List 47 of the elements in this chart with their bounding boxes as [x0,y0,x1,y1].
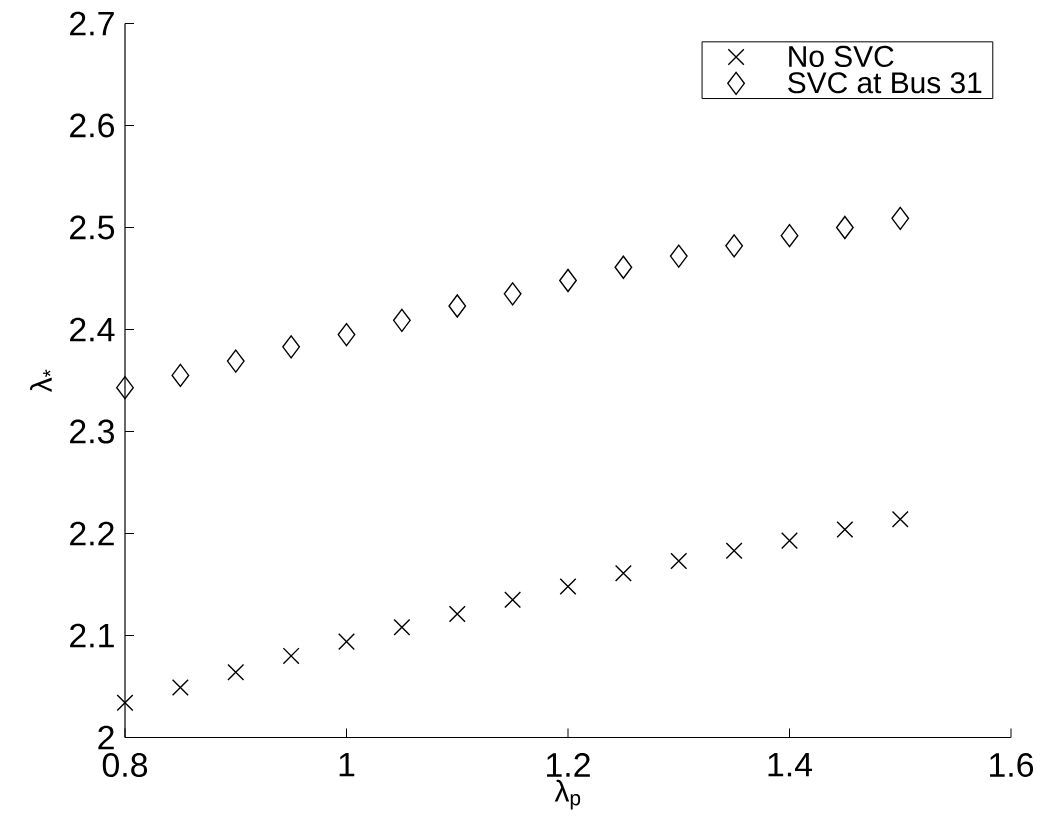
point [226,349,245,373]
point [669,244,688,268]
point [780,223,799,248]
x-tick-label: 1.6 [990,753,1034,777]
x-tick-label: 1.2 [547,753,590,777]
y-tick-label: 2.7 [70,11,114,36]
point [338,633,355,651]
point [448,294,467,318]
point [393,618,411,636]
y-tick-label: 2.3 [70,419,114,444]
x-axis-title: λ$_{p}$ [554,779,581,810]
point [227,663,245,681]
point [614,255,633,279]
point [835,215,854,240]
y-tick-label: 2.6 [70,113,114,138]
point [392,308,411,333]
point [725,234,744,258]
point [171,679,189,696]
point [559,578,577,596]
y-tick-label: 2.4 [70,317,115,342]
point [891,510,909,528]
point [781,532,798,550]
y-tick-label: 2.2 [70,521,114,546]
point [836,520,854,538]
point [171,363,190,388]
point [891,206,910,231]
y-tick-label: 2.5 [70,215,115,240]
legend-label: No SVC [789,45,894,67]
x-tick-label: 0.8 [102,753,148,777]
point [282,647,300,665]
y-tick-label: 2 [98,725,114,750]
y-tick-label: 2.1 [70,623,114,648]
point [282,335,301,359]
legend-label: SVC at Bus 31 [788,72,982,94]
point [448,605,466,623]
point [504,591,522,609]
point [116,694,134,712]
point [503,282,522,306]
point [337,322,356,347]
point [725,542,743,560]
point [670,552,688,570]
point [116,375,134,400]
point [559,268,577,293]
x-tick-label: 1 [339,753,355,777]
y-axis-title: λ$_{*}$ [30,369,52,393]
x-tick-label: 1.4 [768,753,813,777]
point [614,564,632,582]
